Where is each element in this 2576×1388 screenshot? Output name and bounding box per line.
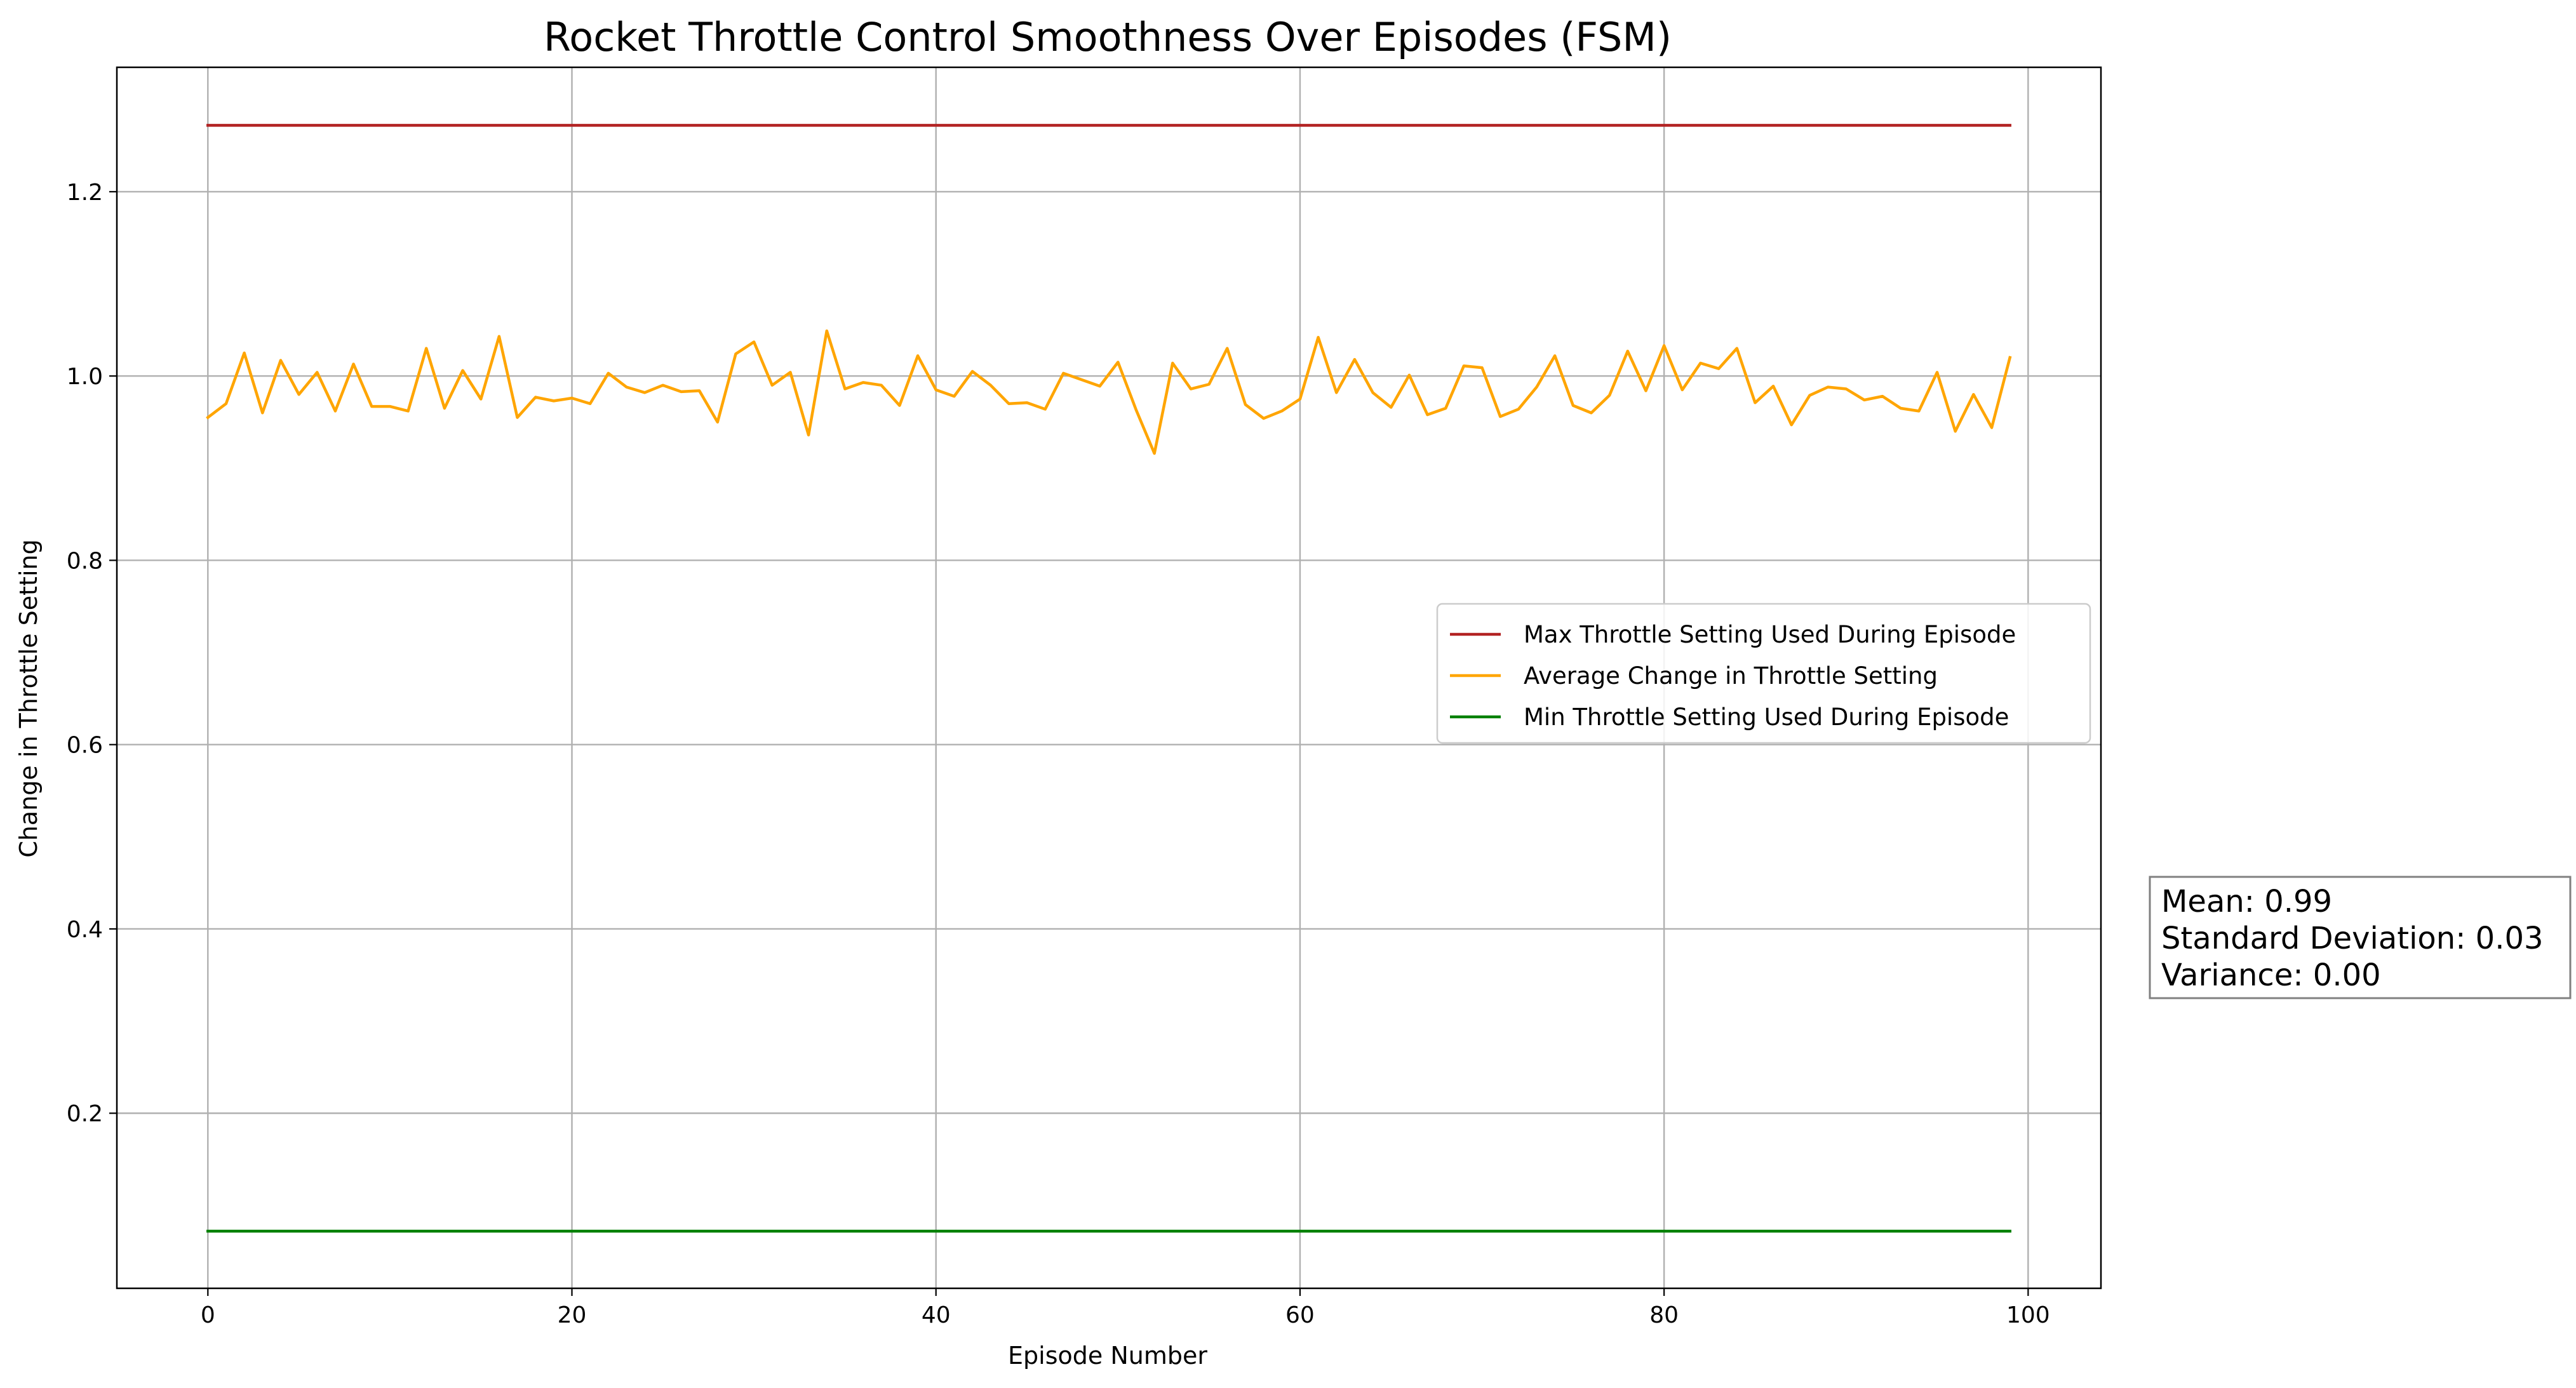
stats-line: Variance: 0.00 — [2161, 958, 2381, 993]
y-tick-label: 1.0 — [67, 364, 103, 390]
x-tick-label: 100 — [2006, 1302, 2050, 1328]
x-tick-label: 80 — [1649, 1302, 1679, 1328]
y-tick-label: 0.2 — [67, 1101, 103, 1127]
x-tick-label: 40 — [922, 1302, 951, 1328]
x-axis-label: Episode Number — [1008, 1342, 1207, 1370]
x-tick-label: 0 — [201, 1302, 215, 1328]
stats-box-frame — [2149, 876, 2572, 999]
y-tick-label: 1.2 — [67, 180, 103, 206]
series-lines — [206, 124, 2012, 1233]
y-tick-label: 0.4 — [67, 917, 103, 943]
x-tick-label: 60 — [1285, 1302, 1315, 1328]
legend-entry-label: Max Throttle Setting Used During Episode — [1524, 621, 2016, 648]
y-tick-label: 0.8 — [67, 548, 103, 574]
chart-title: Rocket Throttle Control Smoothness Over … — [544, 14, 1672, 60]
x-tick-label: 20 — [558, 1302, 587, 1328]
legend: Max Throttle Setting Used During Episode… — [1436, 603, 2091, 744]
legend-entry-label: Min Throttle Setting Used During Episode — [1524, 704, 2009, 731]
legend-box — [1436, 603, 2091, 744]
ticks: 0 20 40 60 80 100 0.2 0.4 0.6 0.8 1.0 1.2 — [67, 180, 2050, 1328]
legend-entry-label: Average Change in Throttle Setting — [1524, 662, 1938, 690]
series-line-2 — [206, 329, 2012, 455]
plot-frame — [116, 66, 2102, 1290]
y-tick-label: 0.6 — [67, 733, 103, 759]
stats-line: Standard Deviation: 0.03 — [2161, 921, 2544, 956]
stats-line: Mean: 0.99 — [2161, 884, 2332, 919]
y-axis-label: Change in Throttle Setting — [15, 539, 43, 858]
